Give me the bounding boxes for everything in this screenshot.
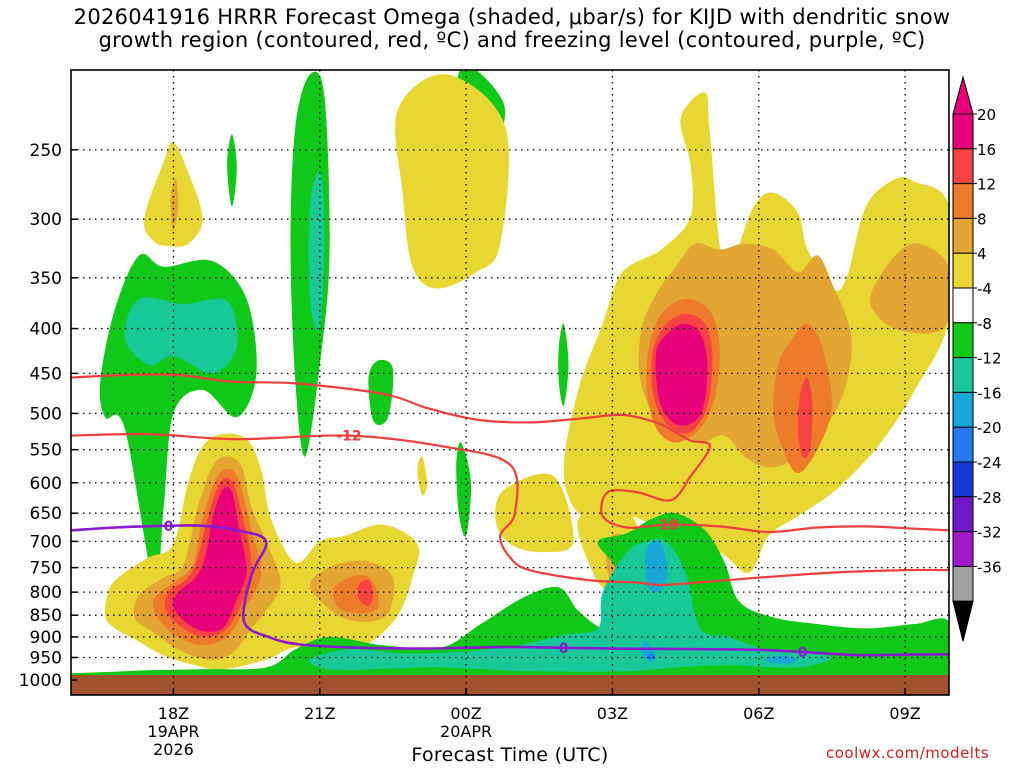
colorbar-top-arrow bbox=[952, 75, 974, 115]
y-tick-label-250: 250 bbox=[30, 141, 62, 161]
omega-region-4 bbox=[227, 134, 237, 207]
dendritic-contour-1 bbox=[71, 373, 949, 534]
omega-region-38 bbox=[270, 663, 296, 672]
colorbar-band-13 bbox=[952, 565, 974, 602]
y-tick-label-300: 300 bbox=[30, 210, 62, 230]
colorbar-label-20: 20 bbox=[977, 106, 996, 124]
y-tick-label-450: 450 bbox=[30, 364, 62, 384]
chart-title: 2026041916 HRRR Forecast Omega (shaded, … bbox=[0, 6, 1024, 52]
y-tick-label-700: 700 bbox=[30, 532, 62, 552]
colorbar-label--12: -12 bbox=[977, 350, 1002, 368]
colorbar-label--16: -16 bbox=[977, 384, 1002, 402]
dendritic-contour-0 bbox=[71, 432, 949, 587]
colorbar-label--24: -24 bbox=[977, 454, 1002, 472]
y-tick-label-900: 900 bbox=[30, 628, 62, 648]
colorbar-label--32: -32 bbox=[977, 524, 1002, 542]
chart-title-line-1: 2026041916 HRRR Forecast Omega (shaded, … bbox=[73, 5, 951, 29]
pressure-gridlines bbox=[71, 149, 949, 659]
omega-region-9 bbox=[395, 74, 509, 289]
y-tick-label-350: 350 bbox=[30, 269, 62, 289]
x-tick-label-20APR: 20APR bbox=[440, 722, 492, 741]
colorbar-band-0 bbox=[952, 113, 974, 150]
colorbar-band-6 bbox=[952, 322, 974, 359]
colorbar-label--36: -36 bbox=[977, 558, 1002, 576]
colorbar-band-11 bbox=[952, 496, 974, 533]
y-tick-label-400: 400 bbox=[30, 320, 62, 340]
omega-region-11 bbox=[170, 178, 179, 232]
x-tick-label-03Z: 03Z bbox=[597, 704, 628, 723]
temperature-contours: -12 -18 0 0 0 bbox=[71, 373, 949, 661]
ground-terrain bbox=[71, 675, 949, 695]
dendritic-contour-label-0: -12 bbox=[336, 429, 361, 445]
watermark: coolwx.com/modelts bbox=[826, 744, 990, 762]
y-tick-label-600: 600 bbox=[30, 474, 62, 494]
x-tick-label-00Z: 00Z bbox=[450, 704, 481, 723]
colorbar-label-4: 4 bbox=[977, 245, 987, 263]
freezing-level-extra-label-1: 0 bbox=[798, 645, 808, 661]
y-tick-label-1000: 1000 bbox=[19, 671, 62, 691]
y-tick-label-650: 650 bbox=[30, 504, 62, 524]
x-axis-title: Forecast Time (UTC) bbox=[411, 744, 609, 766]
omega-region-18 bbox=[869, 243, 949, 334]
colorbar-label-12: 12 bbox=[977, 176, 996, 194]
omega-region-8 bbox=[558, 323, 569, 407]
x-tick-label-18Z: 18Z bbox=[158, 704, 189, 723]
colorbar-label--28: -28 bbox=[977, 489, 1002, 507]
freezing-level-contour-0 bbox=[71, 524, 949, 657]
omega-region-34 bbox=[645, 540, 668, 593]
colorbar-label-16: 16 bbox=[977, 141, 996, 159]
y-tick-label-500: 500 bbox=[30, 404, 62, 424]
colorbar-band-2 bbox=[952, 183, 974, 219]
colorbar-band-8 bbox=[952, 391, 974, 428]
x-tick-label-09Z: 09Z bbox=[889, 704, 920, 723]
omega-shaded-regions bbox=[71, 70, 949, 682]
omega-region-22 bbox=[797, 377, 813, 459]
x-tick-label-19APR: 19APR bbox=[147, 722, 199, 741]
colorbar-band-12 bbox=[952, 531, 974, 567]
chart-title-line-2: growth region (contoured, red, ºC) and f… bbox=[98, 28, 926, 52]
freezing-level-label-0: 0 bbox=[164, 519, 174, 535]
colorbar-label-8: 8 bbox=[977, 210, 987, 228]
plot-border bbox=[70, 69, 950, 696]
colorbar-band-4 bbox=[952, 252, 974, 289]
x-tick-label-21Z: 21Z bbox=[304, 704, 335, 723]
omega-region-1 bbox=[124, 297, 238, 374]
dendritic-contour-label-1: -18 bbox=[653, 518, 678, 534]
colorbar-label--8: -8 bbox=[977, 315, 992, 333]
x-tick-label-2026: 2026 bbox=[153, 740, 194, 759]
omega-region-36 bbox=[647, 653, 655, 660]
omega-region-3 bbox=[308, 171, 325, 332]
omega-region-23 bbox=[655, 323, 708, 426]
colorbar-band-7 bbox=[952, 357, 974, 393]
omega-region-31 bbox=[172, 487, 247, 632]
y-tick-label-800: 800 bbox=[30, 583, 62, 603]
ground-band bbox=[71, 675, 949, 695]
colorbar-label--4: -4 bbox=[977, 280, 992, 298]
plot-frame bbox=[70, 69, 950, 696]
y-tick-label-550: 550 bbox=[30, 441, 62, 461]
colorbar-band-5 bbox=[952, 287, 974, 324]
omega-region-33 bbox=[309, 538, 832, 672]
colorbar-band-10 bbox=[952, 461, 974, 498]
colorbar-label--20: -20 bbox=[977, 419, 1002, 437]
colorbar-band-1 bbox=[952, 148, 974, 185]
pressure-axis: 2503003504004505005506006507007508008509… bbox=[19, 141, 77, 691]
x-tick-label-06Z: 06Z bbox=[743, 704, 774, 723]
omega-region-15 bbox=[417, 456, 428, 496]
colorbar-band-3 bbox=[952, 217, 974, 254]
y-tick-label-850: 850 bbox=[30, 606, 62, 626]
colorbar-band-9 bbox=[952, 426, 974, 463]
y-tick-label-950: 950 bbox=[30, 648, 62, 668]
omega-region-30 bbox=[357, 579, 374, 607]
omega-colorbar: 20 16 12 8 4 -4 -8 -12 -16 -20 -24 -28 -32 -36 bbox=[952, 75, 1002, 642]
freezing-level-extra-label-0: 0 bbox=[559, 641, 569, 657]
y-tick-label-750: 750 bbox=[30, 559, 62, 579]
colorbar-bottom-arrow bbox=[952, 600, 974, 642]
